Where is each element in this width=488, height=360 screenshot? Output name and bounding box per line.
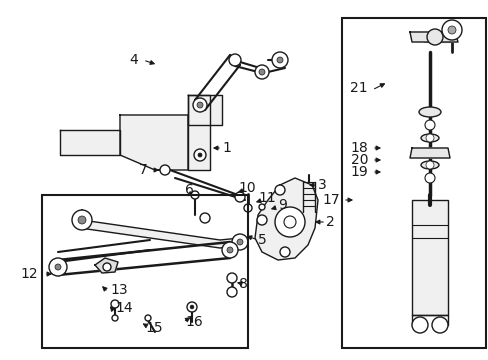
Text: 12: 12 <box>20 267 38 281</box>
Circle shape <box>228 54 241 66</box>
Text: 13: 13 <box>110 283 127 297</box>
Polygon shape <box>60 130 120 155</box>
Text: 4: 4 <box>129 53 138 67</box>
Circle shape <box>191 191 199 199</box>
Circle shape <box>55 264 61 270</box>
Circle shape <box>274 207 305 237</box>
Circle shape <box>72 210 92 230</box>
Circle shape <box>411 317 427 333</box>
Text: 8: 8 <box>239 277 247 291</box>
Polygon shape <box>75 210 242 248</box>
Circle shape <box>271 52 287 68</box>
Circle shape <box>231 234 247 250</box>
Circle shape <box>197 102 203 108</box>
Polygon shape <box>254 178 317 260</box>
Text: 7: 7 <box>139 163 148 177</box>
Circle shape <box>280 247 289 257</box>
Circle shape <box>193 98 206 112</box>
Circle shape <box>222 242 238 258</box>
Polygon shape <box>120 115 187 170</box>
Circle shape <box>257 215 266 225</box>
Circle shape <box>274 185 285 195</box>
Text: 11: 11 <box>258 191 275 205</box>
Polygon shape <box>187 95 222 125</box>
Circle shape <box>112 315 118 321</box>
Text: 3: 3 <box>317 178 326 192</box>
Circle shape <box>244 204 251 212</box>
Text: 20: 20 <box>350 153 367 167</box>
Circle shape <box>49 258 67 276</box>
Circle shape <box>194 149 205 161</box>
Text: 19: 19 <box>349 165 367 179</box>
Circle shape <box>424 120 434 130</box>
Ellipse shape <box>420 161 438 169</box>
Bar <box>341 18 485 348</box>
Circle shape <box>441 20 461 40</box>
Polygon shape <box>187 95 209 170</box>
Circle shape <box>111 300 119 308</box>
Text: 14: 14 <box>115 301 132 315</box>
Circle shape <box>447 26 455 34</box>
Circle shape <box>425 134 433 142</box>
Circle shape <box>226 273 237 283</box>
Circle shape <box>226 287 237 297</box>
Text: 16: 16 <box>184 315 203 329</box>
Text: 15: 15 <box>145 321 163 335</box>
Circle shape <box>425 161 433 169</box>
Bar <box>42 195 247 348</box>
Circle shape <box>259 69 264 75</box>
Circle shape <box>200 213 209 223</box>
Circle shape <box>190 305 194 309</box>
Circle shape <box>284 216 295 228</box>
Circle shape <box>78 216 86 224</box>
Circle shape <box>276 57 283 63</box>
Circle shape <box>186 302 197 312</box>
Text: 18: 18 <box>349 141 367 155</box>
Polygon shape <box>409 148 449 158</box>
Text: 10: 10 <box>238 181 255 195</box>
Text: 21: 21 <box>350 81 367 95</box>
Circle shape <box>160 165 170 175</box>
Polygon shape <box>95 258 118 273</box>
Circle shape <box>145 315 151 321</box>
Ellipse shape <box>420 134 438 142</box>
Circle shape <box>254 65 268 79</box>
Circle shape <box>235 192 244 202</box>
Circle shape <box>226 247 232 253</box>
Polygon shape <box>409 32 457 42</box>
Bar <box>411 200 447 315</box>
Circle shape <box>426 29 442 45</box>
Circle shape <box>424 173 434 183</box>
Text: 5: 5 <box>258 233 266 247</box>
Text: 17: 17 <box>322 193 339 207</box>
Circle shape <box>259 204 264 210</box>
Circle shape <box>237 239 243 245</box>
Text: 6: 6 <box>184 183 193 197</box>
Circle shape <box>431 317 447 333</box>
Circle shape <box>198 153 202 157</box>
Ellipse shape <box>418 107 440 117</box>
Text: 9: 9 <box>278 198 286 212</box>
Text: 1: 1 <box>222 141 230 155</box>
Circle shape <box>103 263 111 271</box>
Text: 2: 2 <box>325 215 334 229</box>
